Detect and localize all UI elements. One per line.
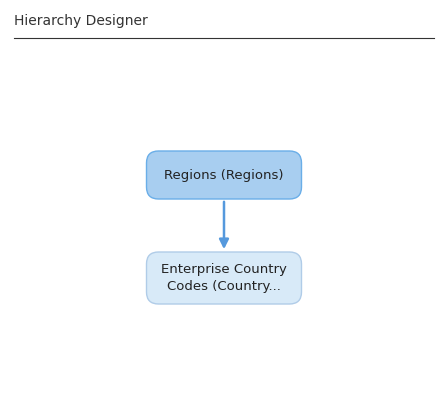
Text: Enterprise Country
Codes (Country...: Enterprise Country Codes (Country... [161, 263, 287, 293]
Text: Hierarchy Designer: Hierarchy Designer [14, 14, 148, 28]
FancyBboxPatch shape [146, 252, 302, 304]
Text: Regions (Regions): Regions (Regions) [164, 168, 284, 181]
FancyBboxPatch shape [146, 151, 302, 199]
